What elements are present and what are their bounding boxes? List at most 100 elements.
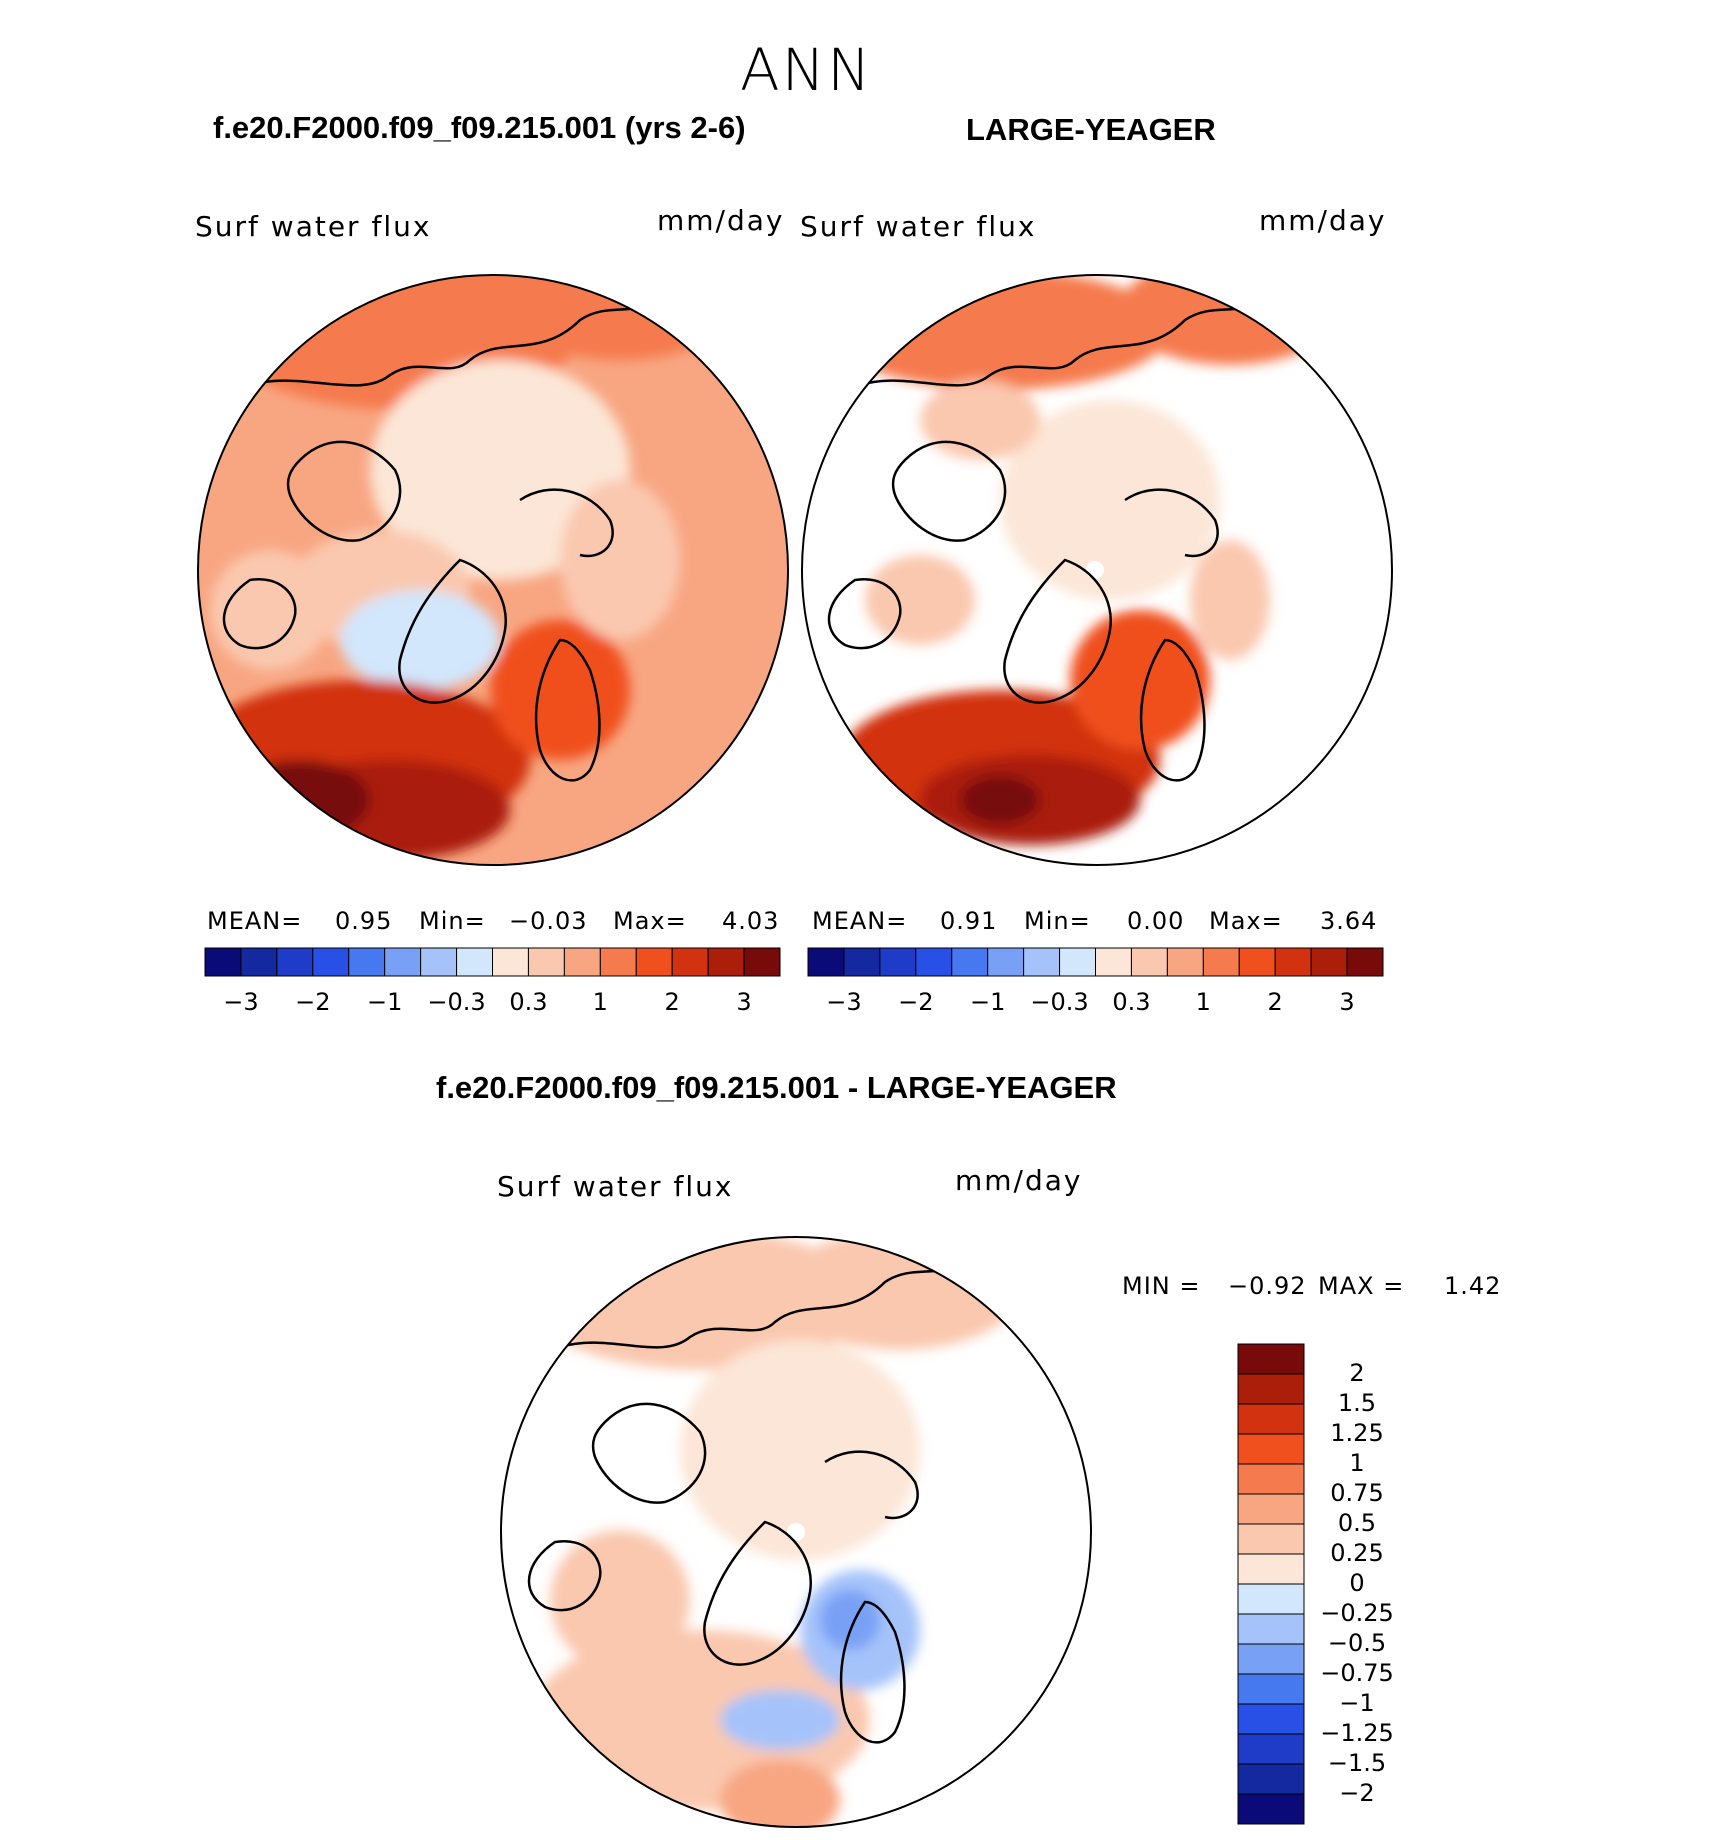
panel-left-colorbar-swatch bbox=[312, 947, 350, 977]
panel-left-colorbar-swatch bbox=[384, 947, 422, 977]
difference-colorbar-tick-label: −1.25 bbox=[1320, 1719, 1394, 1747]
difference-colorbar-swatch bbox=[1237, 1433, 1305, 1465]
panel-right-colorbar-tick-label: −3 bbox=[826, 988, 862, 1016]
panel-left-colorbar-tick-label: 0.3 bbox=[509, 988, 548, 1016]
panel-left-colorbar-swatch bbox=[348, 947, 386, 977]
difference-colorbar-tick-label: −1.5 bbox=[1327, 1749, 1387, 1777]
panel-right-colorbar-swatch bbox=[1346, 947, 1384, 977]
panel-left-colorbar-swatch bbox=[456, 947, 493, 977]
difference-colorbar-tick-label: −1 bbox=[1339, 1689, 1375, 1717]
panel-right-colorbar-tick-label: 2 bbox=[1267, 988, 1283, 1016]
panel-left-colorbar-swatch bbox=[563, 947, 601, 977]
difference-variable-label: Surf water flux bbox=[497, 1170, 734, 1203]
panel-right-colorbar-swatch bbox=[843, 947, 881, 977]
panel-left-colorbar-swatch bbox=[743, 947, 781, 977]
panel-right-colorbar-swatch bbox=[987, 947, 1025, 977]
difference-colorbar-swatch bbox=[1237, 1463, 1305, 1495]
difference-colorbar-swatch bbox=[1237, 1583, 1305, 1615]
panel-left-map bbox=[197, 274, 789, 866]
panel-left-colorbar bbox=[204, 947, 781, 977]
difference-colorbar-tick-label: −0.5 bbox=[1327, 1629, 1387, 1657]
panel-left-max-value: 4.03 bbox=[722, 907, 780, 935]
difference-colorbar-swatch bbox=[1237, 1373, 1305, 1405]
difference-colorbar-swatch bbox=[1237, 1673, 1305, 1705]
panel-right-units-label: mm/day bbox=[1259, 204, 1387, 237]
panel-left-colorbar-swatch bbox=[276, 947, 314, 977]
difference-units-label: mm/day bbox=[955, 1164, 1083, 1197]
difference-min-label: MIN = bbox=[1122, 1272, 1201, 1300]
panel-left-colorbar-tick-label: −0.3 bbox=[427, 988, 486, 1016]
difference-colorbar-swatch bbox=[1237, 1703, 1305, 1735]
difference-colorbar-swatch bbox=[1237, 1733, 1305, 1765]
panel-right-variable-label: Surf water flux bbox=[800, 210, 1037, 243]
panel-right-colorbar-swatch bbox=[879, 947, 917, 977]
panel-right-colorbar-tick-label: 0.3 bbox=[1112, 988, 1151, 1016]
difference-colorbar-swatch bbox=[1237, 1793, 1305, 1825]
panel-left-colorbar-swatch bbox=[707, 947, 745, 977]
panel-left-colorbar-tick-label: 1 bbox=[592, 988, 608, 1016]
panel-left-colorbar-tick-label: −3 bbox=[223, 988, 259, 1016]
panel-right-colorbar-swatch bbox=[1238, 947, 1276, 977]
panel-left-mean-value: 0.95 bbox=[335, 907, 393, 935]
panel-right-colorbar-tick-label: −0.3 bbox=[1030, 988, 1089, 1016]
difference-colorbar-swatch bbox=[1237, 1523, 1305, 1555]
panel-right-colorbar-swatch bbox=[1023, 947, 1061, 977]
panel-right-max-value: 3.64 bbox=[1320, 907, 1378, 935]
panel-right-colorbar-swatch bbox=[1095, 947, 1132, 977]
panel-left-colorbar-swatch bbox=[240, 947, 278, 977]
panel-left-colorbar-swatch bbox=[420, 947, 458, 977]
panel-right-colorbar-tick-label: 1 bbox=[1195, 988, 1211, 1016]
difference-colorbar-tick-label: −2 bbox=[1339, 1779, 1375, 1807]
panel-left-colorbar-swatch bbox=[492, 947, 529, 977]
panel-right-mean-value: 0.91 bbox=[940, 907, 998, 935]
difference-colorbar-swatch bbox=[1237, 1613, 1305, 1645]
panel-right-mean-label: MEAN= bbox=[812, 907, 908, 935]
difference-colorbar-swatch bbox=[1237, 1553, 1305, 1585]
panel-right-colorbar-tick-label: 3 bbox=[1339, 988, 1355, 1016]
panel-left-colorbar-swatch bbox=[635, 947, 673, 977]
difference-colorbar-tick-label: 2 bbox=[1349, 1359, 1365, 1387]
panel-right-max-label: Max= bbox=[1209, 907, 1283, 935]
panel-right-colorbar-swatch bbox=[1202, 947, 1240, 977]
difference-colorbar-swatch bbox=[1237, 1343, 1305, 1375]
panel-right-colorbar-swatch bbox=[1059, 947, 1096, 977]
panel-right-case-title: LARGE-YEAGER bbox=[966, 112, 1216, 147]
panel-left-colorbar-tick-label: 3 bbox=[736, 988, 752, 1016]
panel-left-colorbar-swatch bbox=[527, 947, 565, 977]
difference-colorbar-swatch bbox=[1237, 1763, 1305, 1795]
panel-left-colorbar-tick-label: 2 bbox=[664, 988, 680, 1016]
panel-right-colorbar-swatch bbox=[1130, 947, 1168, 977]
difference-max-label: MAX = bbox=[1318, 1272, 1405, 1300]
panel-left-colorbar-tick-label: −1 bbox=[366, 988, 403, 1016]
panel-right-min-label: Min= bbox=[1024, 907, 1091, 935]
difference-colorbar-swatch bbox=[1237, 1493, 1305, 1525]
panel-right-colorbar bbox=[807, 947, 1384, 977]
panel-right-colorbar-swatch bbox=[1274, 947, 1312, 977]
season-title: ANN bbox=[740, 36, 873, 104]
panel-left-colorbar-swatch bbox=[671, 947, 709, 977]
panel-left-colorbar-swatch bbox=[599, 947, 637, 977]
difference-colorbar-tick-label: 0 bbox=[1349, 1569, 1365, 1597]
panel-right-colorbar-swatch bbox=[807, 947, 845, 977]
panel-right-colorbar-swatch bbox=[1310, 947, 1348, 977]
panel-left-mean-label: MEAN= bbox=[207, 907, 303, 935]
panel-right-colorbar-swatch bbox=[1166, 947, 1204, 977]
panel-right-colorbar-swatch bbox=[951, 947, 989, 977]
panel-left-variable-label: Surf water flux bbox=[195, 210, 432, 243]
panel-right-min-value: 0.00 bbox=[1127, 907, 1185, 935]
difference-colorbar-tick-label: 1 bbox=[1349, 1449, 1365, 1477]
difference-max-value: 1.42 bbox=[1444, 1272, 1502, 1300]
difference-colorbar-tick-label: 1.25 bbox=[1330, 1419, 1384, 1447]
panel-right-colorbar-tick-label: −2 bbox=[898, 988, 934, 1016]
difference-colorbar-tick-label: 0.25 bbox=[1330, 1539, 1384, 1567]
panel-left-units-label: mm/day bbox=[657, 204, 785, 237]
difference-colorbar-tick-label: −0.75 bbox=[1320, 1659, 1394, 1687]
panel-right-colorbar-swatch bbox=[915, 947, 953, 977]
difference-map bbox=[500, 1236, 1092, 1828]
difference-colorbar-swatch bbox=[1237, 1643, 1305, 1675]
panel-left-max-label: Max= bbox=[613, 907, 687, 935]
difference-colorbar-tick-label: 0.5 bbox=[1337, 1509, 1377, 1537]
difference-colorbar-tick-label: 1.5 bbox=[1337, 1389, 1377, 1417]
panel-right-colorbar-tick-label: −1 bbox=[969, 988, 1006, 1016]
